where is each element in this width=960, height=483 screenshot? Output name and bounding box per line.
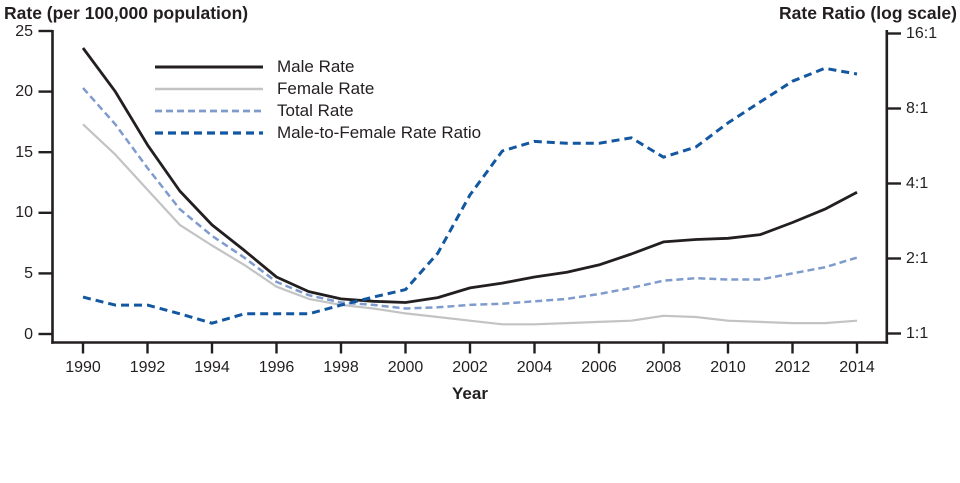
right-axis-tick-label: 2:1 xyxy=(906,250,929,267)
right-axis-tick-label: 16:1 xyxy=(906,25,938,42)
left-axis-tick-label: 20 xyxy=(15,83,33,101)
left-axis-tick-label: 0 xyxy=(24,325,33,343)
x-axis-tick-label: 1994 xyxy=(194,359,230,376)
legend-item-female-rate: Female Rate xyxy=(153,78,481,100)
left-axis-tick-label: 5 xyxy=(24,264,33,282)
x-axis-tick-label: 2008 xyxy=(645,359,682,376)
legend-item-total-rate: Total Rate xyxy=(153,100,481,122)
x-axis-title: Year xyxy=(452,384,488,403)
x-axis-tick-label: 2014 xyxy=(839,359,875,376)
legend-item-label: Male Rate xyxy=(277,57,355,76)
male-rate-legend-line-icon xyxy=(155,65,263,69)
left-axis-tick-label: 25 xyxy=(15,22,33,40)
right-axis-title: Rate Ratio (log scale) xyxy=(779,3,957,23)
male-to-female-rate-ratio-legend-line-icon xyxy=(155,131,263,135)
x-axis-tick-label: 1998 xyxy=(323,359,359,376)
male-rate-line xyxy=(81,47,858,304)
male-to-female-rate-ratio-line xyxy=(82,66,858,325)
left-axis-title: Rate (per 100,000 population) xyxy=(4,3,249,23)
x-axis-tick-label: 2010 xyxy=(710,359,746,376)
legend-item-label: Female Rate xyxy=(277,79,375,98)
x-axis-tick-label: 2000 xyxy=(387,359,424,376)
legend: Male Rate Female Rate Total Rate Male-to… xyxy=(153,56,481,144)
total-rate-line xyxy=(82,87,858,310)
left-axis-tick-label: 15 xyxy=(15,143,33,161)
right-axis-tick-label: 1:1 xyxy=(906,325,929,342)
legend-item-male-rate: Male Rate xyxy=(153,56,481,78)
x-axis-tick-label: 2002 xyxy=(452,359,488,376)
x-axis-tick-label: 2004 xyxy=(516,359,553,376)
total-rate-legend-line-icon xyxy=(155,109,263,113)
x-axis-tick-label: 2012 xyxy=(774,359,811,376)
x-axis-tick-label: 1992 xyxy=(129,359,166,376)
axis-ticks xyxy=(38,29,901,354)
female-rate-line xyxy=(82,123,858,326)
legend-item-label: Total Rate xyxy=(277,101,354,120)
right-axis-tick-label: 8:1 xyxy=(906,100,929,117)
left-axis-tick-label: 10 xyxy=(15,204,33,222)
female-rate-legend-line-icon xyxy=(155,87,263,91)
legend-item-male-to-female-rate-ratio: Male-to-Female Rate Ratio xyxy=(153,122,481,144)
right-axis-tick-label: 4:1 xyxy=(906,175,929,192)
legend-item-label: Male-to-Female Rate Ratio xyxy=(277,123,482,142)
x-axis-tick-label: 1996 xyxy=(258,359,295,376)
x-axis-tick-label: 2006 xyxy=(581,359,617,376)
x-axis-tick-label: 1990 xyxy=(65,359,101,376)
